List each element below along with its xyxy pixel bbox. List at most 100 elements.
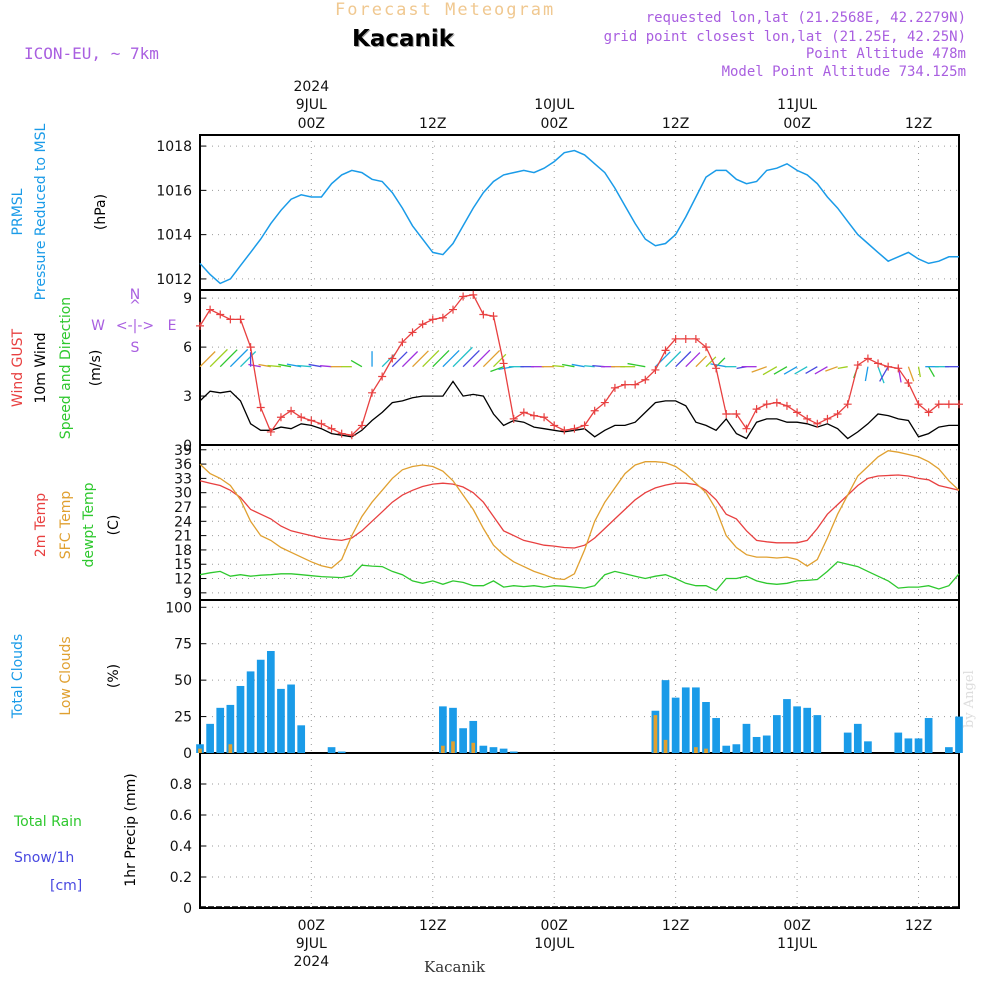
- low-cloud-bar: [663, 739, 668, 753]
- total-cloud-bar: [489, 747, 498, 753]
- snow-label: Snow/1h: [14, 850, 74, 866]
- y-tick-label: 0: [183, 746, 192, 762]
- y-tick-label: 0.4: [170, 839, 192, 855]
- total-cloud-bar: [661, 680, 670, 753]
- wind-gust-marker: [469, 290, 478, 299]
- wind-gust-marker: [681, 334, 690, 343]
- compass-arrows: <-|->: [116, 318, 154, 334]
- wind-direction-arrow: [584, 365, 595, 368]
- top-axis-hour: 00Z: [540, 116, 567, 132]
- wind-gust-marker: [276, 413, 285, 422]
- low-clouds-label: Low Clouds: [58, 636, 74, 715]
- wind-direction-arrow: [705, 356, 717, 368]
- wind-direction-arrow: [240, 351, 257, 368]
- total-cloud-bar: [277, 688, 285, 753]
- wind-direction-arrow: [685, 352, 701, 368]
- wind-gust-marker: [782, 401, 791, 410]
- total-cloud-bar: [499, 748, 508, 753]
- y-tick-label: 21: [174, 529, 192, 545]
- total-cloud-bar: [479, 745, 488, 753]
- wind-gust-marker: [752, 405, 761, 414]
- y-tick-label: 39: [174, 443, 192, 459]
- wind-direction-arrow: [562, 363, 575, 368]
- wind-gust-marker: [813, 419, 822, 428]
- wind-gust-marker: [722, 410, 731, 418]
- bottom-axis-date: 10JUL: [534, 936, 574, 952]
- wind-gust-marker: [388, 354, 397, 363]
- wind-direction-arrow: [199, 351, 216, 368]
- wind-gust-marker: [438, 313, 447, 322]
- wind-gust-marker: [560, 426, 569, 435]
- wind-direction-arrow: [805, 366, 818, 374]
- bottom-axis-hour: 12Z: [905, 918, 932, 934]
- wind-gust-marker: [236, 315, 245, 324]
- y-tick-label: 25: [174, 710, 192, 726]
- total-cloud-bar: [297, 725, 306, 753]
- wind-gust-marker: [398, 338, 407, 347]
- wind-gust-marker: [287, 406, 296, 415]
- bottom-axis-hour: 12Z: [419, 918, 446, 934]
- wind-gust-marker: [904, 379, 913, 387]
- compass-west: W: [91, 318, 105, 334]
- y-tick-label: 1014: [156, 228, 192, 244]
- wind-direction-arrow: [412, 350, 429, 368]
- wind-gust-line: [199, 294, 959, 436]
- model-point-altitude: Model Point Altitude 734.125m: [721, 64, 966, 80]
- wind-direction-arrow: [814, 366, 828, 375]
- wind-direction-arrow: [452, 346, 473, 368]
- wind-direction-arrow: [794, 366, 808, 375]
- bottom-axis-hour: 00Z: [540, 918, 567, 934]
- precip-unit-label: 1hr Precip (mm): [123, 773, 139, 886]
- top-axis-hour: 12Z: [905, 116, 932, 132]
- y-tick-label: 9: [183, 586, 192, 602]
- low-cloud-bar: [694, 747, 698, 753]
- wind-gust-marker: [914, 400, 923, 409]
- y-tick-label: 3: [183, 389, 192, 405]
- total-cloud-bar: [732, 744, 741, 753]
- wind-direction-arrow: [864, 366, 869, 382]
- y-tick-label: 33: [174, 471, 192, 487]
- y-tick-label: 27: [174, 500, 192, 516]
- wind-direction-arrow: [286, 363, 302, 368]
- wind-direction-arrow: [665, 351, 682, 368]
- wind-direction-arrow: [248, 363, 261, 368]
- total-cloud-bar: [914, 738, 923, 753]
- total-cloud-bar: [246, 671, 255, 753]
- wind-gust-label: Wind GUST: [10, 328, 26, 407]
- wind-direction-arrow: [209, 348, 228, 368]
- wind-gust-marker: [823, 414, 832, 423]
- wind-direction-arrow: [432, 349, 450, 368]
- wind-direction-arrow: [219, 349, 238, 368]
- total-cloud-bar: [783, 699, 791, 753]
- wind-gust-marker: [196, 321, 204, 330]
- total-cloud-bar: [469, 720, 478, 753]
- y-tick-label: 1012: [156, 272, 192, 288]
- pressure-unit-label: (hPa): [93, 194, 109, 230]
- wind-gust-marker: [651, 365, 660, 374]
- wind-gust-marker: [570, 424, 579, 433]
- wind-direction-arrow: [422, 349, 440, 368]
- wind-gust-marker: [843, 400, 852, 409]
- wind-gust-marker: [368, 388, 377, 397]
- total-cloud-bar: [762, 735, 771, 753]
- wind-gust-marker: [955, 400, 963, 409]
- top-axis-date: 9JUL: [296, 97, 327, 113]
- wind-gust-marker: [712, 364, 721, 373]
- wind-gust-marker: [266, 427, 275, 436]
- y-tick-label: 1018: [156, 139, 192, 155]
- bottom-axis-year: 2024: [293, 954, 329, 970]
- y-tick-label: 0.6: [170, 808, 192, 824]
- total-cloud-bar: [236, 685, 245, 753]
- total-cloud-bar: [287, 684, 295, 753]
- wind-gust-marker: [762, 400, 771, 409]
- requested-coordinates: requested lon,lat (21.2568E, 42.2279N): [645, 10, 966, 26]
- panel-frame: [199, 444, 960, 601]
- total-cloud-bar: [853, 723, 862, 753]
- wind-direction-arrow: [267, 364, 282, 368]
- wind-direction-arrow: [710, 363, 727, 368]
- temp-2m-line: [199, 474, 960, 549]
- compass-north: N: [130, 287, 140, 303]
- total-cloud-bar: [256, 659, 265, 753]
- wind-gust-marker: [337, 429, 346, 438]
- wind-gust-marker: [661, 346, 670, 355]
